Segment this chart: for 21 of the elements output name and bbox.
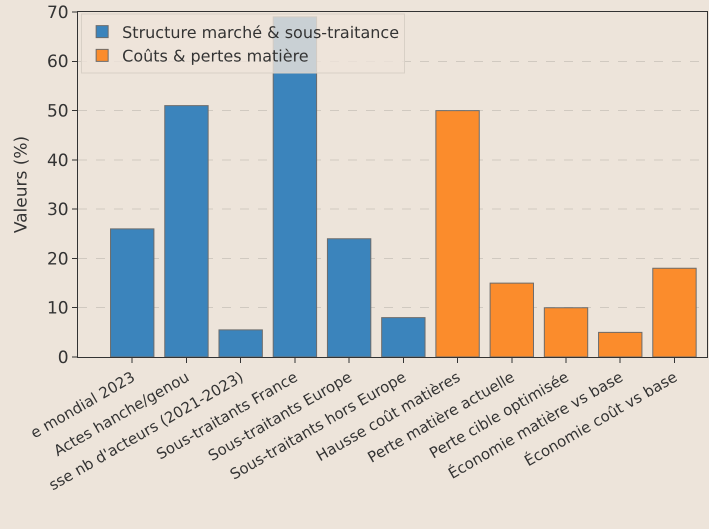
y-tick-label: 30 bbox=[46, 200, 69, 220]
y-tick-label: 0 bbox=[58, 348, 69, 368]
y-tick-label: 50 bbox=[46, 102, 69, 122]
y-tick-label: 60 bbox=[46, 52, 69, 72]
bar bbox=[326, 238, 372, 357]
y-tick-label: 20 bbox=[46, 249, 69, 270]
y-tick-label: 40 bbox=[46, 150, 69, 171]
bar bbox=[218, 329, 263, 357]
y-tick-label: 10 bbox=[46, 298, 69, 319]
bar bbox=[544, 307, 588, 357]
bar bbox=[381, 317, 426, 357]
bar bbox=[598, 332, 642, 357]
y-tick-label: 70 bbox=[46, 2, 69, 23]
y-axis-title: Valeurs (%) bbox=[12, 136, 32, 234]
bar bbox=[110, 228, 154, 357]
legend-label: Structure marché & sous-traitance bbox=[122, 22, 400, 42]
bar bbox=[652, 268, 697, 357]
legend-label: Coûts & pertes matière bbox=[122, 46, 309, 66]
bar bbox=[490, 282, 534, 357]
bar bbox=[435, 110, 480, 357]
bar bbox=[164, 105, 209, 357]
